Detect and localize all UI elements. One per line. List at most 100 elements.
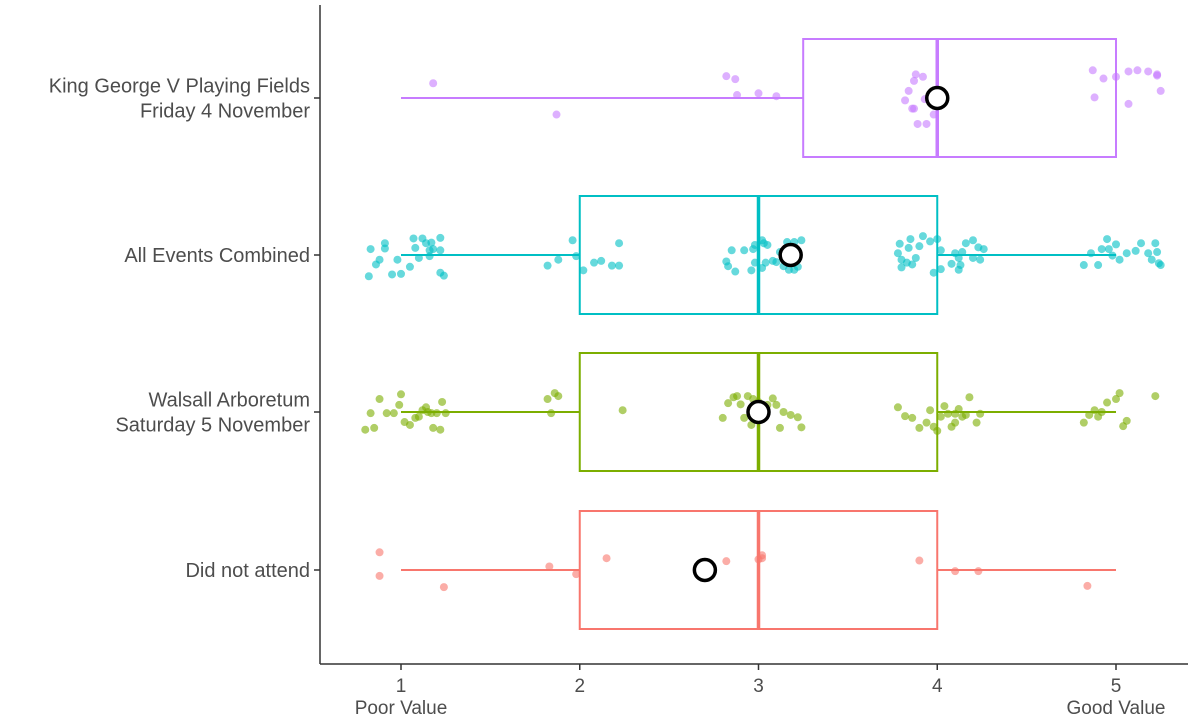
data-point [375, 255, 384, 264]
data-point [922, 119, 931, 128]
data-point [543, 395, 552, 404]
data-point [375, 571, 384, 580]
x-tick-label: 1 [396, 676, 407, 697]
data-point [1079, 261, 1088, 270]
axes [319, 5, 1188, 665]
data-point [929, 268, 938, 277]
category-label-line: King George V Playing Fields [49, 76, 310, 98]
data-point [951, 567, 960, 576]
data-point [740, 413, 749, 422]
data-point [1144, 67, 1153, 76]
data-point [1103, 235, 1112, 244]
data-point [758, 236, 767, 245]
category-label-line: Saturday 5 November [115, 415, 310, 437]
data-point [1156, 261, 1165, 270]
data-point [786, 410, 795, 419]
data-point [758, 554, 767, 563]
data-point [897, 255, 906, 264]
data-point [1083, 581, 1092, 590]
data-point [906, 235, 915, 244]
data-point [731, 267, 740, 276]
data-point [731, 75, 740, 84]
data-point [933, 235, 942, 244]
data-point [427, 238, 436, 247]
data-point [965, 393, 974, 402]
data-point [1086, 249, 1095, 258]
data-point [572, 570, 581, 579]
data-point [733, 91, 742, 100]
data-point [1124, 67, 1133, 76]
data-point [915, 423, 924, 432]
data-point [933, 426, 942, 435]
data-point [961, 239, 970, 248]
data-point [364, 272, 373, 281]
data-point [1115, 389, 1124, 398]
data-point [718, 413, 727, 422]
data-point [380, 239, 389, 248]
data-point [618, 406, 627, 415]
category-label: King George V Playing Fields Friday 4 Nov… [49, 76, 311, 123]
data-point [893, 403, 902, 412]
category-labels: King George V Playing Fields Friday 4 Nov… [49, 76, 320, 582]
data-point [1122, 416, 1131, 425]
data-point [366, 245, 375, 254]
data-point [763, 240, 772, 249]
data-point [797, 423, 806, 432]
data-point [375, 548, 384, 557]
data-point [545, 562, 554, 571]
data-point [432, 409, 441, 418]
box-groups [361, 38, 1165, 630]
data-point [405, 262, 414, 271]
data-point [943, 409, 952, 418]
data-point [951, 249, 960, 258]
data-point [422, 403, 431, 412]
data-point [976, 255, 985, 264]
data-point [554, 255, 563, 264]
data-point [429, 423, 438, 432]
data-point [572, 252, 581, 261]
data-point [425, 252, 434, 261]
data-point [936, 412, 945, 421]
data-point [1151, 392, 1160, 401]
data-point [961, 410, 970, 419]
data-point [1085, 410, 1094, 419]
data-point [409, 234, 418, 243]
data-point [395, 400, 404, 409]
data-point [1108, 251, 1117, 260]
x-tick-label: 3 [753, 676, 764, 697]
data-point [615, 239, 624, 248]
data-point [772, 400, 781, 409]
data-point [547, 409, 556, 418]
data-point [439, 271, 448, 280]
data-point [895, 239, 904, 248]
data-point [1133, 66, 1142, 75]
data-point [1124, 99, 1133, 108]
category-label: All Events Combined [124, 245, 310, 267]
mean-marker [692, 557, 718, 583]
data-point [936, 246, 945, 255]
data-point [1137, 239, 1146, 248]
data-point [1112, 395, 1120, 404]
box-group [361, 352, 1160, 472]
category-label-line: Friday 4 November [140, 101, 310, 123]
category-label: Did not attend [185, 560, 310, 582]
data-point [904, 243, 913, 252]
data-point [722, 257, 731, 266]
data-point [940, 402, 949, 411]
data-point [947, 422, 956, 431]
category-label-line: Did not attend [185, 560, 310, 582]
data-point [1153, 70, 1162, 79]
data-point [1094, 412, 1103, 421]
data-point [897, 263, 906, 272]
data-point [366, 409, 375, 418]
data-point [436, 246, 445, 255]
data-point [915, 242, 924, 251]
data-point [972, 418, 981, 427]
data-point [429, 79, 438, 88]
data-point [602, 554, 611, 563]
data-point [740, 246, 749, 255]
data-point [761, 258, 770, 267]
data-point [1147, 255, 1156, 264]
category-label-line: All Events Combined [124, 245, 310, 267]
data-point [747, 266, 756, 275]
